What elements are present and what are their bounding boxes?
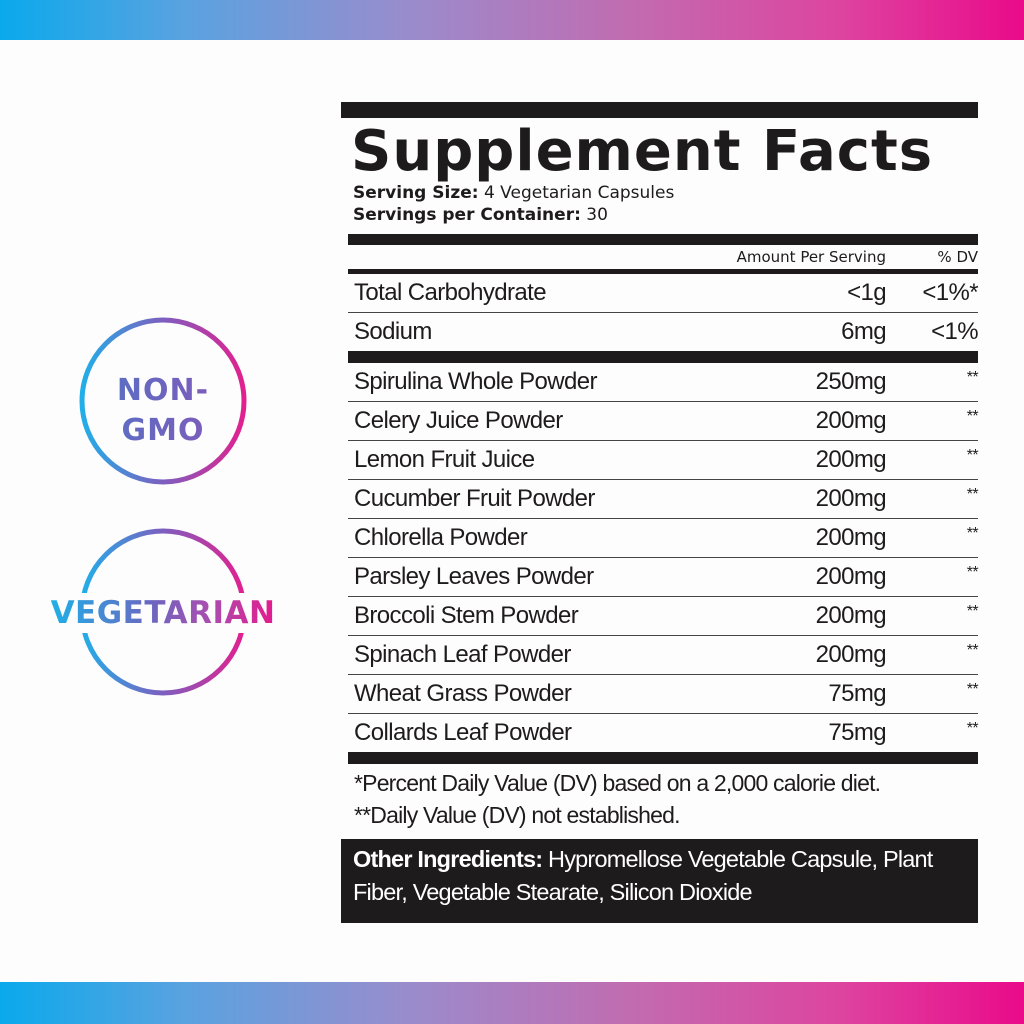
row-dv: ** (966, 525, 979, 542)
row-amount: 75mg (828, 680, 886, 707)
row-dv: ** (966, 681, 979, 698)
non-gmo-badge: NON- GMO (78, 316, 248, 486)
non-gmo-text: NON- GMO (78, 371, 248, 451)
row-name: Parsley Leaves Powder (354, 563, 594, 590)
row-amount: 250mg (815, 368, 887, 395)
row-name: Cucumber Fruit Powder (354, 485, 595, 512)
bottom-gradient-band (0, 982, 1024, 1024)
servings-per-container-label: Servings per Container: (353, 205, 581, 225)
row-amount: 75mg (828, 719, 886, 746)
row-name: Wheat Grass Powder (354, 680, 572, 707)
column-header: Amount Per Serving % DV (348, 245, 978, 269)
row-name: Total Carbohydrate (354, 279, 547, 306)
servings-per-container: Servings per Container: 30 (353, 204, 978, 226)
ingredient-row: Celery Juice Powder 200mg ** (348, 402, 979, 441)
ingredient-row: Collards Leaf Powder 75mg ** (348, 714, 979, 752)
ingredient-row: Spinach Leaf Powder 200mg ** (348, 636, 979, 675)
row-dv: ** (966, 408, 979, 425)
row-name: Collards Leaf Powder (354, 719, 572, 746)
serving-size-value: 4 Vegetarian Capsules (478, 183, 675, 203)
label-title: Supplement Facts (351, 119, 934, 184)
row-amount: <1g (847, 279, 887, 306)
non-gmo-line2: GMO (121, 413, 205, 448)
ingredient-row: Spirulina Whole Powder 250mg ** (348, 363, 979, 402)
non-gmo-line1: NON- (116, 373, 210, 408)
row-dv: ** (966, 486, 979, 503)
header-rule (348, 269, 978, 274)
footnote-dv-not-established: **Daily Value (DV) not established. (354, 802, 681, 828)
row-name: Sodium (354, 318, 432, 345)
row-amount: 200mg (815, 602, 887, 629)
thick-rule (348, 234, 978, 245)
ingredient-row: Cucumber Fruit Powder 200mg ** (348, 480, 979, 519)
other-ingredients-value: Hypromellose Vegetable Capsule, Plant Fi… (353, 846, 933, 905)
header-dv: % DV (937, 248, 978, 266)
thick-rule (348, 752, 978, 764)
row-name: Celery Juice Powder (354, 407, 563, 434)
vegetarian-text-wrap: VEGETARIAN (42, 593, 284, 633)
row-dv: ** (966, 642, 979, 659)
row-name: Spirulina Whole Powder (354, 368, 598, 395)
row-dv: ** (966, 720, 979, 737)
top-rule (341, 102, 978, 118)
row-dv: ** (966, 447, 979, 464)
serving-size-label: Serving Size: (353, 183, 479, 203)
ingredient-row: Chlorella Powder 200mg ** (348, 519, 979, 558)
row-amount: 200mg (815, 446, 887, 473)
nutrient-row: Sodium 6mg <1% (348, 313, 979, 351)
row-amount: 200mg (815, 407, 887, 434)
row-dv: <1% (931, 318, 979, 345)
vegetarian-badge: VEGETARIAN (42, 527, 284, 697)
row-dv: ** (966, 369, 979, 386)
row-name: Spinach Leaf Powder (354, 641, 571, 668)
footnotes: *Percent Daily Value (DV) based on a 2,0… (354, 767, 978, 831)
other-ingredients-label: Other Ingredients: (353, 846, 543, 872)
vegetarian-text: VEGETARIAN (50, 595, 276, 631)
row-name: Lemon Fruit Juice (354, 446, 535, 473)
row-dv: <1%* (922, 279, 978, 306)
row-amount: 200mg (815, 524, 887, 551)
serving-size: Serving Size: 4 Vegetarian Capsules (353, 182, 978, 204)
ingredient-row: Wheat Grass Powder 75mg ** (348, 675, 979, 714)
other-ingredients: Other Ingredients: Hypromellose Vegetabl… (341, 839, 978, 923)
servings-per-container-value: 30 (580, 205, 608, 225)
top-gradient-band (0, 0, 1024, 40)
footnote-dv-basis: *Percent Daily Value (DV) based on a 2,0… (354, 770, 881, 796)
row-dv: ** (966, 603, 979, 620)
row-amount: 6mg (841, 318, 886, 345)
row-name: Broccoli Stem Powder (354, 602, 579, 629)
ingredient-row: Lemon Fruit Juice 200mg ** (348, 441, 979, 480)
ingredient-row: Broccoli Stem Powder 200mg ** (348, 597, 979, 636)
row-dv: ** (966, 564, 979, 581)
row-amount: 200mg (815, 485, 887, 512)
header-amount: Amount Per Serving (736, 248, 886, 266)
ingredient-row: Parsley Leaves Powder 200mg ** (348, 558, 979, 597)
thick-rule (348, 351, 978, 363)
supplement-facts-label: Supplement Facts Serving Size: 4 Vegetar… (341, 102, 979, 923)
nutrient-row: Total Carbohydrate <1g <1%* (348, 274, 979, 313)
row-name: Chlorella Powder (354, 524, 528, 551)
row-amount: 200mg (815, 641, 887, 668)
badge-ring-icon (79, 317, 247, 485)
row-amount: 200mg (815, 563, 887, 590)
